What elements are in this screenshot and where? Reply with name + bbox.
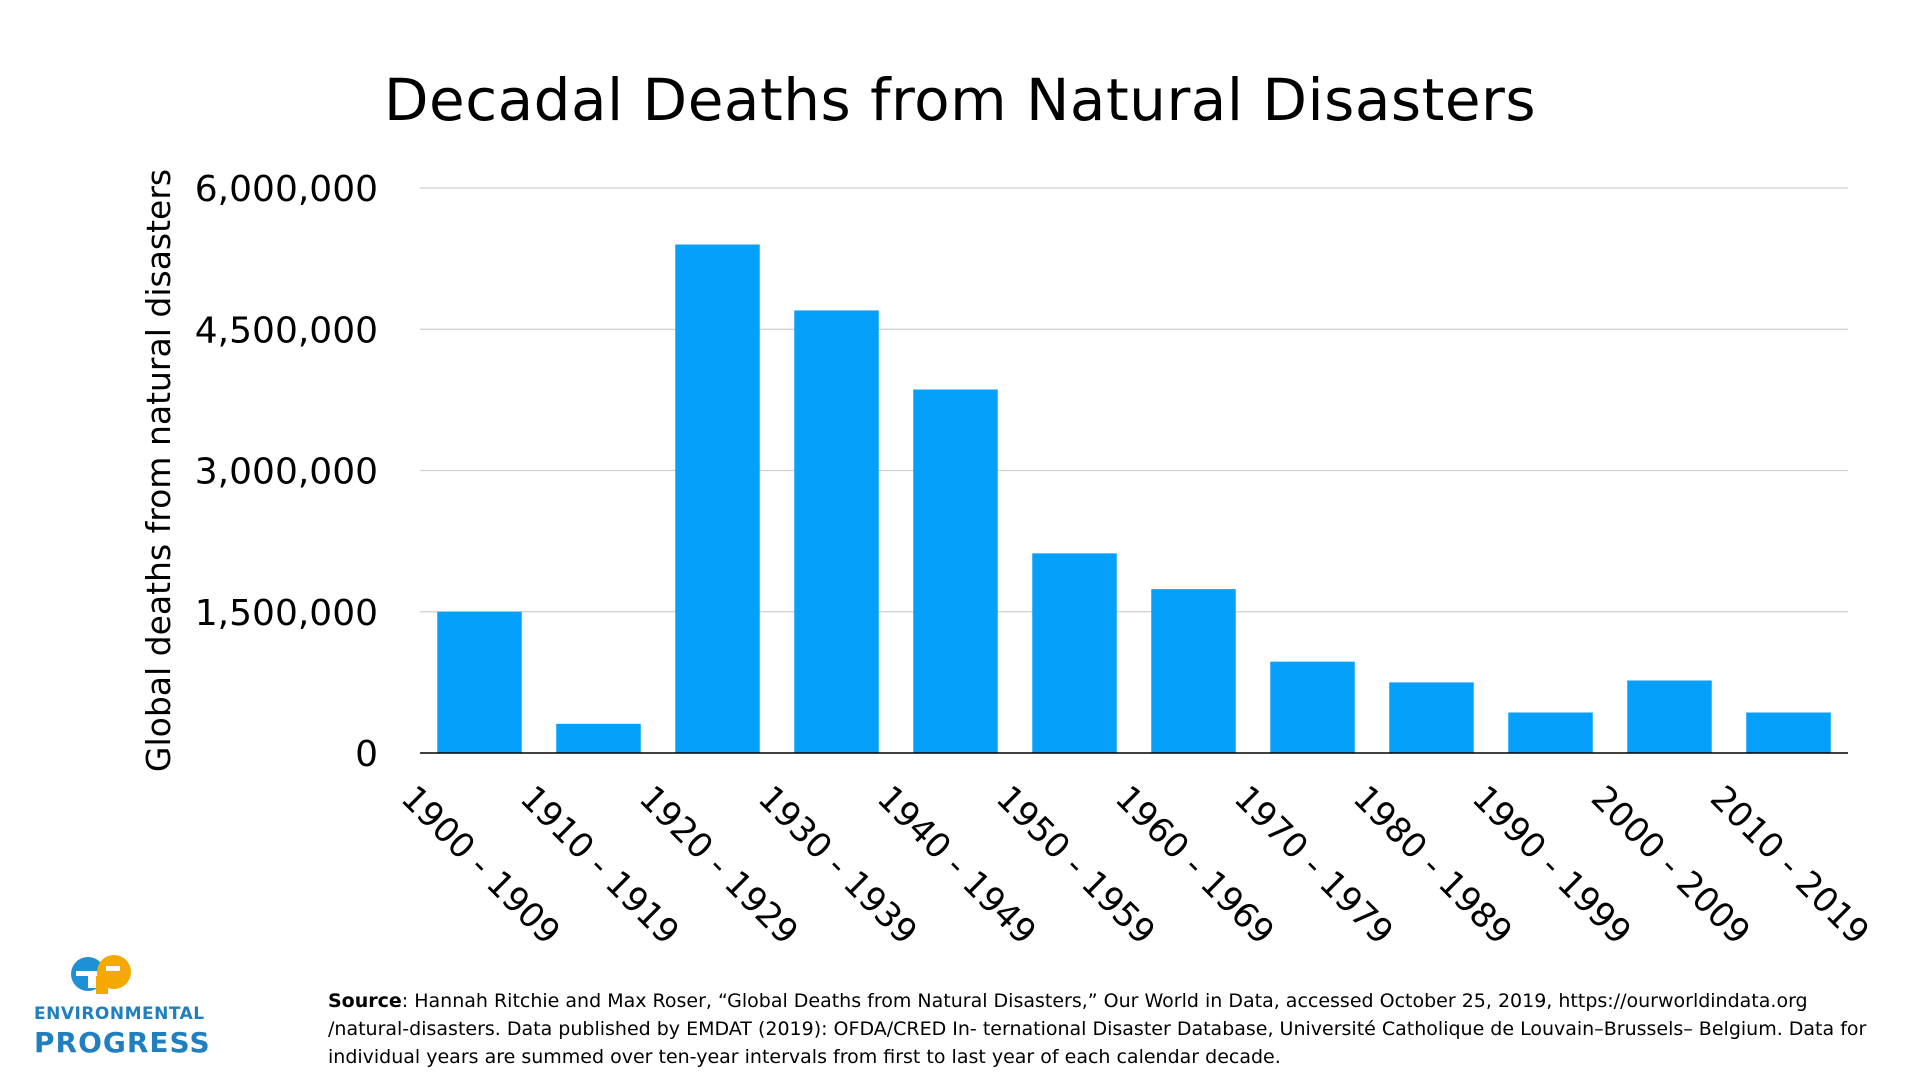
bar [1032, 553, 1117, 753]
bar [1627, 680, 1712, 753]
y-axis-ticks: 0 1,500,000 3,000,000 4,500,000 6,000,000 [195, 169, 378, 775]
y-axis-label: Global deaths from natural disasters [139, 169, 178, 772]
environmental-progress-logo: ENVIRONMENTAL PROGRESS [28, 954, 210, 1064]
y-tick-label: 3,000,000 [195, 452, 378, 493]
bar [556, 723, 641, 753]
bar [913, 389, 998, 753]
bar [437, 611, 522, 753]
grid-lines [420, 187, 1848, 613]
bar [1746, 712, 1831, 753]
source-label: Source [328, 990, 402, 1012]
bar [675, 244, 760, 753]
ep-logo-icon [71, 955, 131, 994]
bar-chart: 0 1,500,000 3,000,000 4,500,000 6,000,000 19… [139, 169, 1877, 953]
bar [794, 310, 879, 753]
source-note: Source: Hannah Ritchie and Max Roser, “G… [328, 987, 1888, 1071]
y-tick-label: 4,500,000 [195, 310, 378, 351]
bar [1151, 589, 1236, 753]
y-tick-label: 0 [355, 734, 378, 775]
chart-title: Decadal Deaths from Natural Disasters [383, 66, 1537, 134]
bar [1270, 661, 1355, 753]
y-tick-label: 1,500,000 [195, 593, 378, 634]
y-tick-label: 6,000,000 [195, 169, 378, 210]
bar [1508, 712, 1593, 753]
logo-text-environmental: ENVIRONMENTAL [34, 1004, 205, 1024]
bars [437, 244, 1831, 753]
bar [1389, 682, 1474, 753]
logo-text-progress: PROGRESS [34, 1026, 211, 1059]
source-text: : Hannah Ritchie and Max Roser, “Global … [328, 990, 1867, 1068]
